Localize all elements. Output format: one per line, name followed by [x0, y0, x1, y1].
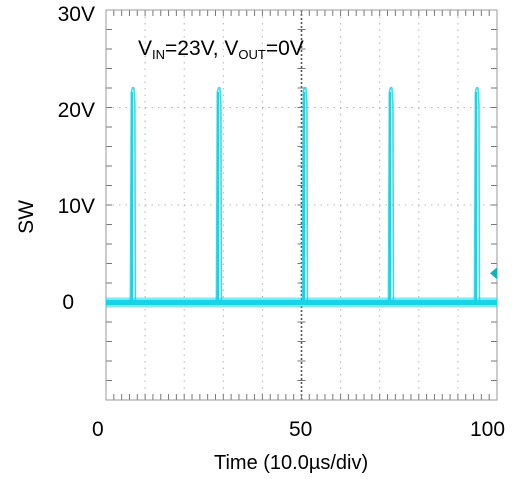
- annotation-vin-vout: VIN=23V, VOUT=0V: [138, 37, 304, 62]
- baseline-core: [106, 300, 497, 305]
- trigger-arrow: [490, 267, 497, 280]
- pulse-spike: [301, 86, 309, 303]
- pulse-spike: [387, 86, 395, 303]
- pulse-spike: [473, 86, 481, 303]
- annotation-text-2: =0V: [265, 37, 304, 60]
- y-tick-30v: 30V: [57, 3, 95, 26]
- y-tick-0: 0: [62, 291, 74, 314]
- x-tick-100: 100: [470, 418, 506, 441]
- pulse-spike: [215, 86, 223, 303]
- y-axis-label: SW: [14, 200, 38, 234]
- sw-waveform: [106, 86, 497, 308]
- annotation-v1: V: [138, 37, 153, 60]
- annotation-v2: V: [224, 37, 239, 60]
- y-tick-10v: 10V: [57, 195, 95, 218]
- y-tick-20v: 20V: [57, 99, 95, 122]
- pulse-spike: [129, 86, 137, 303]
- annotation-sub-out: OUT: [238, 47, 266, 62]
- graticule: [105, 9, 498, 401]
- annotation-sub-in: IN: [152, 47, 166, 62]
- plot-frame: [105, 9, 498, 401]
- trigger-level-marker: [490, 267, 497, 280]
- x-tick-50: 50: [289, 418, 313, 441]
- annotation-text-1: =23V,: [165, 37, 225, 60]
- x-tick-0: 0: [92, 418, 104, 441]
- x-axis-label: Time (10.0µs/div): [214, 452, 369, 474]
